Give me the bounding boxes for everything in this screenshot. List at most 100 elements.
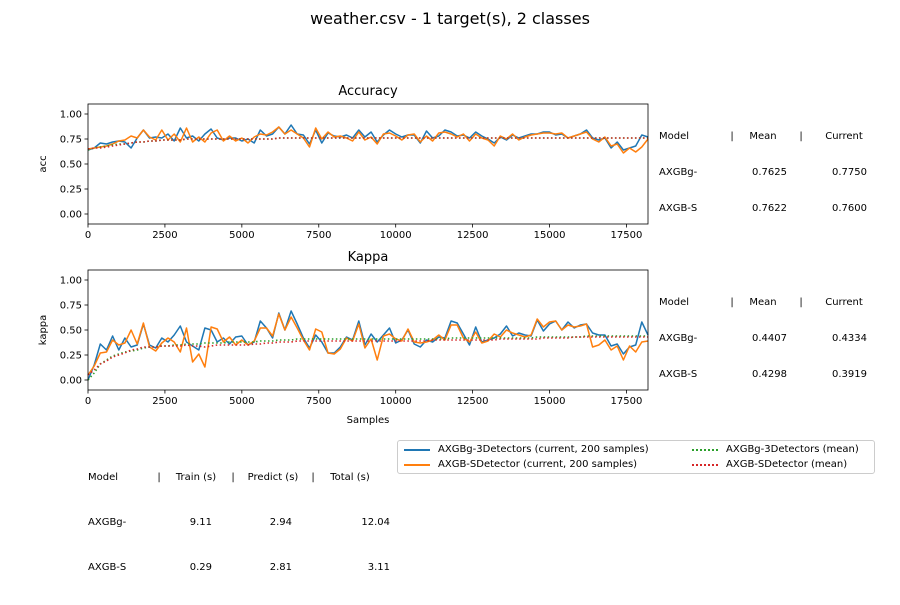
x-tick-label: 2500 bbox=[152, 230, 177, 241]
kappa-stats-table: Model | Mean | Current AXGBg- 0.4407 0.4… bbox=[659, 273, 869, 405]
stats-header-separator: | bbox=[730, 297, 734, 308]
timing-model: AXGB-S bbox=[88, 562, 127, 573]
timing-train: 9.11 bbox=[189, 517, 212, 528]
y-tick-label: 0.00 bbox=[60, 210, 82, 221]
stats-current: 0.7750 bbox=[832, 167, 867, 178]
timing-header-train: Train (s) bbox=[175, 472, 217, 483]
series-line bbox=[87, 310, 649, 381]
stats-current: 0.3919 bbox=[832, 369, 867, 380]
stats-header-mean: Mean bbox=[749, 297, 777, 308]
x-tick-label: 7500 bbox=[306, 396, 331, 407]
legend-label: AXGB-SDetector (current, 200 samples) bbox=[438, 459, 638, 470]
plot-frame bbox=[87, 103, 649, 225]
stats-mean: 0.4407 bbox=[752, 333, 787, 344]
figure-title: weather.csv - 1 target(s), 2 classes bbox=[310, 9, 590, 28]
stats-header-current: Current bbox=[825, 297, 863, 308]
y-tick-label: 0.75 bbox=[60, 135, 82, 146]
timing-predict: 2.94 bbox=[269, 517, 292, 528]
y-tick-label: 0.00 bbox=[60, 376, 82, 387]
stats-model: AXGBg- bbox=[659, 333, 698, 344]
y-tick-label: 0.50 bbox=[60, 326, 82, 337]
x-tick-label: 12500 bbox=[457, 230, 489, 241]
timing-header-separator: | bbox=[311, 472, 315, 483]
legend: AXGBg-3Detectors (current, 200 samples) … bbox=[397, 440, 875, 474]
x-tick-label: 12500 bbox=[457, 396, 489, 407]
stats-mean: 0.7622 bbox=[752, 203, 787, 214]
stats-row: AXGB-S 0.7622 0.7600 bbox=[659, 203, 869, 215]
timing-table: Model | Train (s) | Predict (s) | Total … bbox=[88, 440, 390, 605]
stats-row: AXGBg- 0.4407 0.4334 bbox=[659, 333, 869, 345]
x-tick-label: 7500 bbox=[306, 230, 331, 241]
x-tick-label: 2500 bbox=[152, 396, 177, 407]
y-tick-label: 0.75 bbox=[60, 301, 82, 312]
stats-header-model: Model bbox=[659, 297, 690, 308]
x-tick-label: 15000 bbox=[534, 230, 566, 241]
timing-model: AXGBg- bbox=[88, 517, 127, 528]
timing-header-model: Model bbox=[88, 472, 119, 483]
timing-header-predict: Predict (s) bbox=[247, 472, 299, 483]
timing-header-separator: | bbox=[231, 472, 235, 483]
legend-item: AXGB-SDetector (mean) bbox=[692, 459, 847, 470]
stats-model: AXGB-S bbox=[659, 369, 698, 380]
legend-swatch bbox=[404, 448, 430, 451]
series-line bbox=[87, 335, 648, 381]
y-axis-label: acc bbox=[38, 155, 49, 172]
y-tick-label: 0.50 bbox=[60, 160, 82, 171]
x-tick-label: 5000 bbox=[229, 230, 254, 241]
stats-header-row: Model | Mean | Current bbox=[659, 297, 869, 309]
legend-item: AXGBg-3Detectors (mean) bbox=[692, 444, 859, 455]
series-line bbox=[87, 137, 648, 150]
legend-swatch bbox=[692, 448, 718, 451]
stats-header-mean: Mean bbox=[749, 131, 777, 142]
stats-header-separator: | bbox=[799, 297, 803, 308]
figure: weather.csv - 1 target(s), 2 classes Acc… bbox=[38, 9, 875, 573]
y-tick-label: 0.25 bbox=[60, 351, 82, 362]
x-tick-label: 0 bbox=[85, 396, 91, 407]
stats-mean: 0.4298 bbox=[752, 369, 787, 380]
stats-model: AXGB-S bbox=[659, 203, 698, 214]
x-tick-label: 0 bbox=[85, 230, 91, 241]
y-axis-label: kappa bbox=[38, 315, 49, 346]
timing-train: 0.29 bbox=[189, 562, 212, 573]
accuracy-panel: Accuracy 0 2500 5000 7500 10000 12500 15000 1750… bbox=[38, 84, 649, 241]
y-tick-label: 0.25 bbox=[60, 185, 82, 196]
stats-row: AXGB-S 0.4298 0.3919 bbox=[659, 369, 869, 381]
stats-mean: 0.7625 bbox=[752, 167, 787, 178]
legend-swatch bbox=[404, 463, 430, 466]
timing-header-total: Total (s) bbox=[330, 472, 370, 483]
stats-model: AXGBg- bbox=[659, 167, 698, 178]
x-axis-label: Samples bbox=[347, 415, 390, 426]
legend-item: AXGB-SDetector (current, 200 samples) bbox=[404, 459, 637, 470]
x-tick-label: 10000 bbox=[380, 396, 412, 407]
stats-header-separator: | bbox=[730, 131, 734, 142]
accuracy-stats-table: Model | Mean | Current AXGBg- 0.7625 0.7… bbox=[659, 107, 869, 239]
timing-row: AXGB-S 0.29 2.81 3.11 bbox=[88, 560, 390, 575]
figure-canvas: weather.csv - 1 target(s), 2 classes Acc… bbox=[38, 9, 649, 426]
plot-frame bbox=[87, 269, 649, 391]
legend-item: AXGBg-3Detectors (current, 200 samples) bbox=[404, 444, 649, 455]
series-line bbox=[87, 313, 649, 376]
kappa-panel: Kappa 0 2500 5000 7500 10000 12500 15000 17500 0.… bbox=[38, 250, 649, 426]
stats-row: AXGBg- 0.7625 0.7750 bbox=[659, 167, 869, 179]
x-tick-label: 17500 bbox=[611, 230, 643, 241]
legend-label: AXGBg-3Detectors (current, 200 samples) bbox=[438, 444, 649, 455]
legend-label: AXGBg-3Detectors (mean) bbox=[726, 444, 859, 455]
x-tick-label: 17500 bbox=[611, 396, 643, 407]
legend-label: AXGB-SDetector (mean) bbox=[726, 459, 848, 470]
stats-header-row: Model | Mean | Current bbox=[659, 131, 869, 143]
x-tick-label: 15000 bbox=[534, 396, 566, 407]
timing-total: 3.11 bbox=[367, 562, 390, 573]
timing-header-separator: | bbox=[157, 472, 161, 483]
panel-title: Accuracy bbox=[338, 84, 398, 99]
timing-row: AXGBg- 9.11 2.94 12.04 bbox=[88, 515, 390, 530]
timing-predict: 2.81 bbox=[269, 562, 292, 573]
stats-header-separator: | bbox=[799, 131, 803, 142]
series-line bbox=[87, 336, 648, 376]
x-tick-label: 10000 bbox=[380, 230, 412, 241]
y-tick-label: 1.00 bbox=[60, 276, 82, 287]
legend-swatch bbox=[692, 463, 718, 466]
stats-current: 0.7600 bbox=[832, 203, 867, 214]
timing-total: 12.04 bbox=[361, 517, 390, 528]
x-tick-label: 5000 bbox=[229, 396, 254, 407]
stats-header-model: Model bbox=[659, 131, 690, 142]
